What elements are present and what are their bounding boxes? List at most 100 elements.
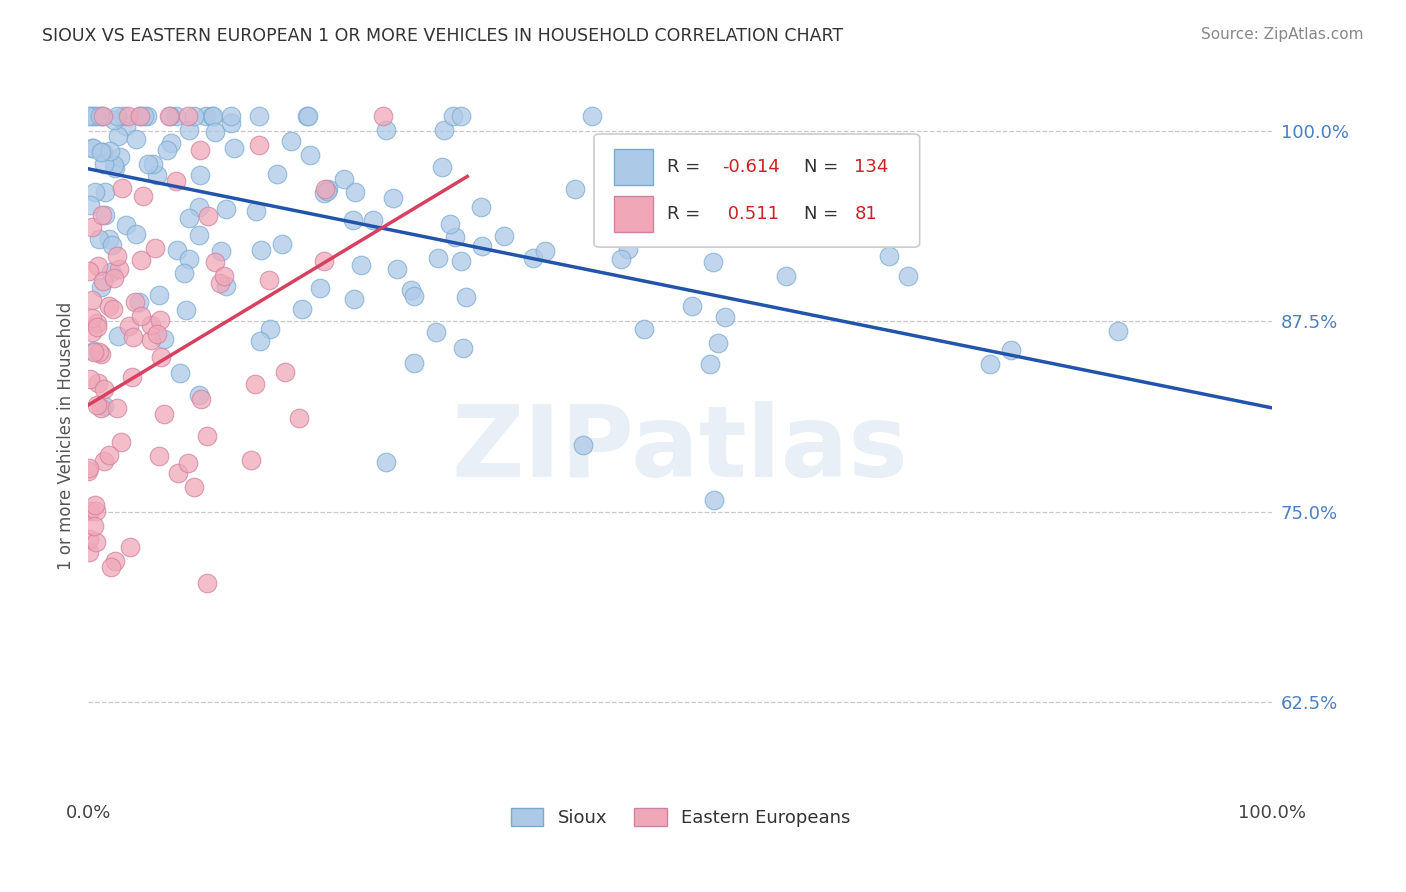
Point bbox=[298, 148, 321, 162]
Point bbox=[177, 252, 200, 266]
FancyBboxPatch shape bbox=[614, 196, 654, 232]
Point bbox=[187, 200, 209, 214]
Point bbox=[90, 401, 112, 415]
Point bbox=[361, 212, 384, 227]
Point bbox=[100, 559, 122, 574]
Point bbox=[179, 123, 201, 137]
Point bbox=[87, 344, 110, 359]
Point bbox=[188, 143, 211, 157]
Point bbox=[146, 327, 169, 342]
Point bbox=[103, 271, 125, 285]
Point bbox=[204, 125, 226, 139]
Point bbox=[173, 266, 195, 280]
Point bbox=[581, 109, 603, 123]
Point bbox=[149, 350, 172, 364]
Text: N =: N = bbox=[804, 205, 838, 223]
Point bbox=[259, 273, 281, 287]
Point bbox=[79, 545, 101, 559]
Point bbox=[343, 185, 366, 199]
Point bbox=[100, 265, 122, 279]
Point bbox=[177, 109, 200, 123]
Text: R =: R = bbox=[668, 205, 700, 223]
Point bbox=[188, 228, 211, 243]
Text: Source: ZipAtlas.com: Source: ZipAtlas.com bbox=[1201, 27, 1364, 42]
Point bbox=[104, 554, 127, 568]
Point bbox=[402, 356, 425, 370]
Point bbox=[97, 231, 120, 245]
Point bbox=[703, 492, 725, 507]
Point bbox=[247, 137, 270, 152]
Point bbox=[471, 239, 494, 253]
Y-axis label: 1 or more Vehicles in Household: 1 or more Vehicles in Household bbox=[58, 301, 75, 569]
Point bbox=[1000, 343, 1022, 357]
Point bbox=[77, 109, 100, 123]
Point bbox=[204, 255, 226, 269]
Point bbox=[83, 345, 105, 359]
Point bbox=[125, 132, 148, 146]
Point bbox=[141, 333, 163, 347]
Point bbox=[195, 109, 218, 123]
Point bbox=[897, 268, 920, 283]
Point bbox=[129, 252, 152, 267]
Point bbox=[87, 259, 110, 273]
Point bbox=[118, 318, 141, 333]
Point bbox=[243, 376, 266, 391]
Point bbox=[129, 109, 152, 123]
Point bbox=[94, 208, 117, 222]
Point bbox=[118, 540, 141, 554]
Point bbox=[456, 290, 478, 304]
Point bbox=[108, 150, 131, 164]
Point bbox=[89, 109, 111, 123]
Point bbox=[90, 346, 112, 360]
Point bbox=[93, 157, 115, 171]
Point bbox=[105, 401, 128, 416]
Text: 81: 81 bbox=[855, 205, 877, 223]
Point bbox=[342, 213, 364, 227]
Point bbox=[153, 332, 176, 346]
Point bbox=[375, 123, 398, 137]
Point bbox=[266, 167, 288, 181]
Point bbox=[82, 141, 104, 155]
Point bbox=[183, 480, 205, 494]
Point bbox=[93, 454, 115, 468]
Point bbox=[426, 252, 449, 266]
Point bbox=[77, 464, 100, 478]
Point bbox=[121, 370, 143, 384]
Point bbox=[143, 242, 166, 256]
Point bbox=[79, 264, 101, 278]
Point bbox=[314, 253, 336, 268]
Point bbox=[149, 313, 172, 327]
Point bbox=[295, 109, 318, 123]
Point bbox=[259, 322, 281, 336]
Point bbox=[83, 343, 105, 358]
Point bbox=[139, 318, 162, 332]
Point bbox=[87, 376, 110, 391]
Point bbox=[249, 109, 271, 123]
Point bbox=[371, 109, 394, 123]
Point bbox=[104, 161, 127, 175]
Point bbox=[201, 109, 224, 123]
Point bbox=[91, 109, 114, 123]
Text: 134: 134 bbox=[855, 158, 889, 177]
Point bbox=[564, 181, 586, 195]
Point bbox=[314, 182, 336, 196]
FancyBboxPatch shape bbox=[593, 134, 920, 247]
Point bbox=[775, 269, 797, 284]
Point bbox=[617, 242, 640, 256]
Point bbox=[115, 119, 138, 133]
Point bbox=[115, 218, 138, 232]
Point bbox=[633, 321, 655, 335]
Point bbox=[280, 134, 302, 148]
Point bbox=[571, 438, 593, 452]
Point bbox=[399, 283, 422, 297]
Point bbox=[107, 129, 129, 144]
Point bbox=[136, 157, 159, 171]
Point bbox=[350, 258, 373, 272]
FancyBboxPatch shape bbox=[614, 149, 654, 186]
Text: SIOUX VS EASTERN EUROPEAN 1 OR MORE VEHICLES IN HOUSEHOLD CORRELATION CHART: SIOUX VS EASTERN EUROPEAN 1 OR MORE VEHI… bbox=[42, 27, 844, 45]
Point bbox=[312, 186, 335, 200]
Point bbox=[450, 254, 472, 268]
Point bbox=[84, 504, 107, 518]
Point bbox=[166, 243, 188, 257]
Point bbox=[439, 217, 461, 231]
